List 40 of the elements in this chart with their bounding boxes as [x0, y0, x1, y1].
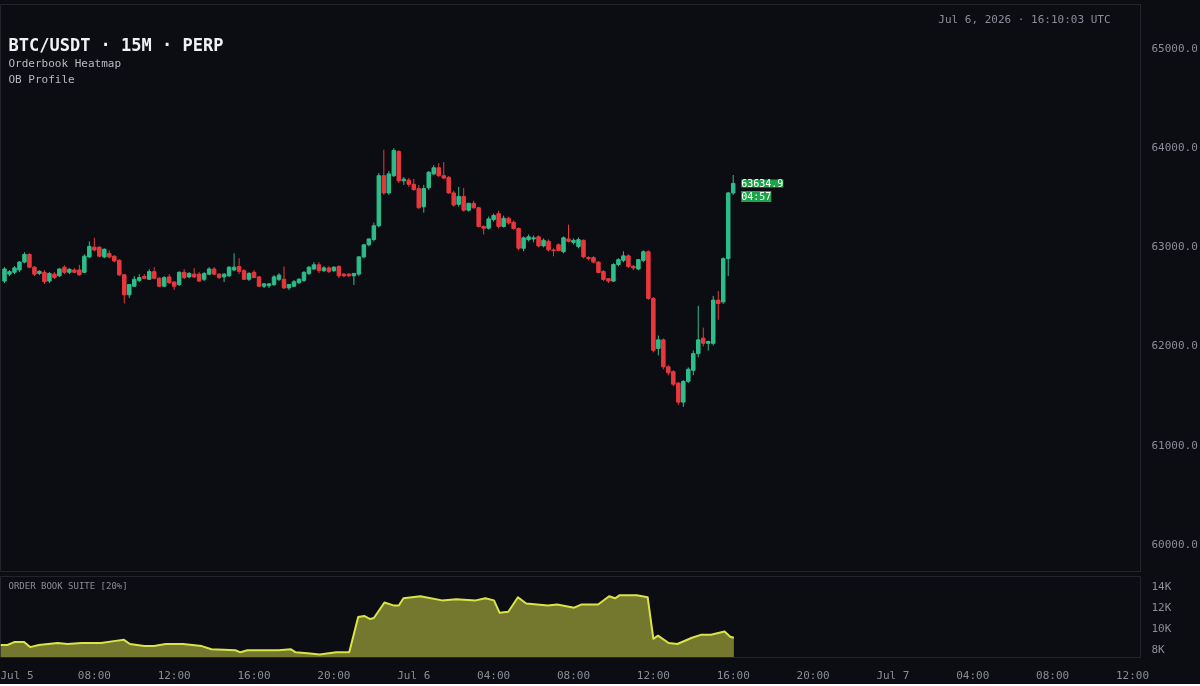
x-tick-label: 12:00 [636, 668, 670, 682]
x-tick-label: Jul 6 [397, 668, 431, 682]
x-tick-label: 20:00 [317, 668, 351, 682]
x-tick-label: 04:00 [956, 668, 990, 682]
y-tick-label: 65000.0 [1151, 42, 1198, 56]
text: Jul 6, 2026 · 16:10:03 UTC [938, 12, 1111, 26]
y-tick-label: 14K [1151, 580, 1172, 594]
x-tick-label: 12:00 [157, 668, 191, 682]
y-tick-label: 62000.0 [1151, 339, 1198, 353]
y-tick-label: 64000.0 [1151, 141, 1198, 155]
x-tick-label: 12:00 [1115, 668, 1150, 682]
candlestick [231, 252, 237, 272]
y-tick-label: 61000.0 [1151, 438, 1198, 452]
candlestick [656, 335, 661, 356]
candlestick [381, 149, 387, 196]
x-tick-label: 04:00 [477, 668, 511, 682]
annotation: OB Profile [8, 72, 75, 86]
x-tick-label: 08:00 [77, 668, 111, 682]
annotation: Orderbook Heatmap [8, 56, 122, 70]
x-tick-label: 08:00 [556, 668, 591, 682]
candlestick [461, 187, 466, 213]
x-tick-label: Jul 7 [876, 668, 910, 682]
candlestick [456, 186, 461, 208]
y-tick-label: 63000.0 [1151, 240, 1198, 254]
x-tick-label: 20:00 [796, 668, 830, 682]
x-tick-label: 16:00 [716, 668, 750, 682]
y-tick-label: 10K [1151, 621, 1172, 635]
y-tick-label: 12K [1151, 601, 1172, 615]
x-tick-label: Jul 5 [0, 668, 34, 682]
text: BTC/USDT · 15M · PERP [8, 34, 224, 55]
candlestick [701, 327, 706, 347]
annotation: 04:57 [741, 190, 772, 202]
candlestick [715, 290, 721, 321]
y-tick-label: 60000.0 [1151, 537, 1198, 551]
x-tick-label: 08:00 [1036, 668, 1070, 682]
candlestick [421, 184, 426, 214]
chart-title: ORDER BOOK SUITE [20%] [8, 580, 128, 591]
y-tick-label: 8K [1151, 642, 1166, 656]
annotation: 63634.9 [741, 178, 784, 190]
x-tick-label: 16:00 [237, 668, 271, 682]
